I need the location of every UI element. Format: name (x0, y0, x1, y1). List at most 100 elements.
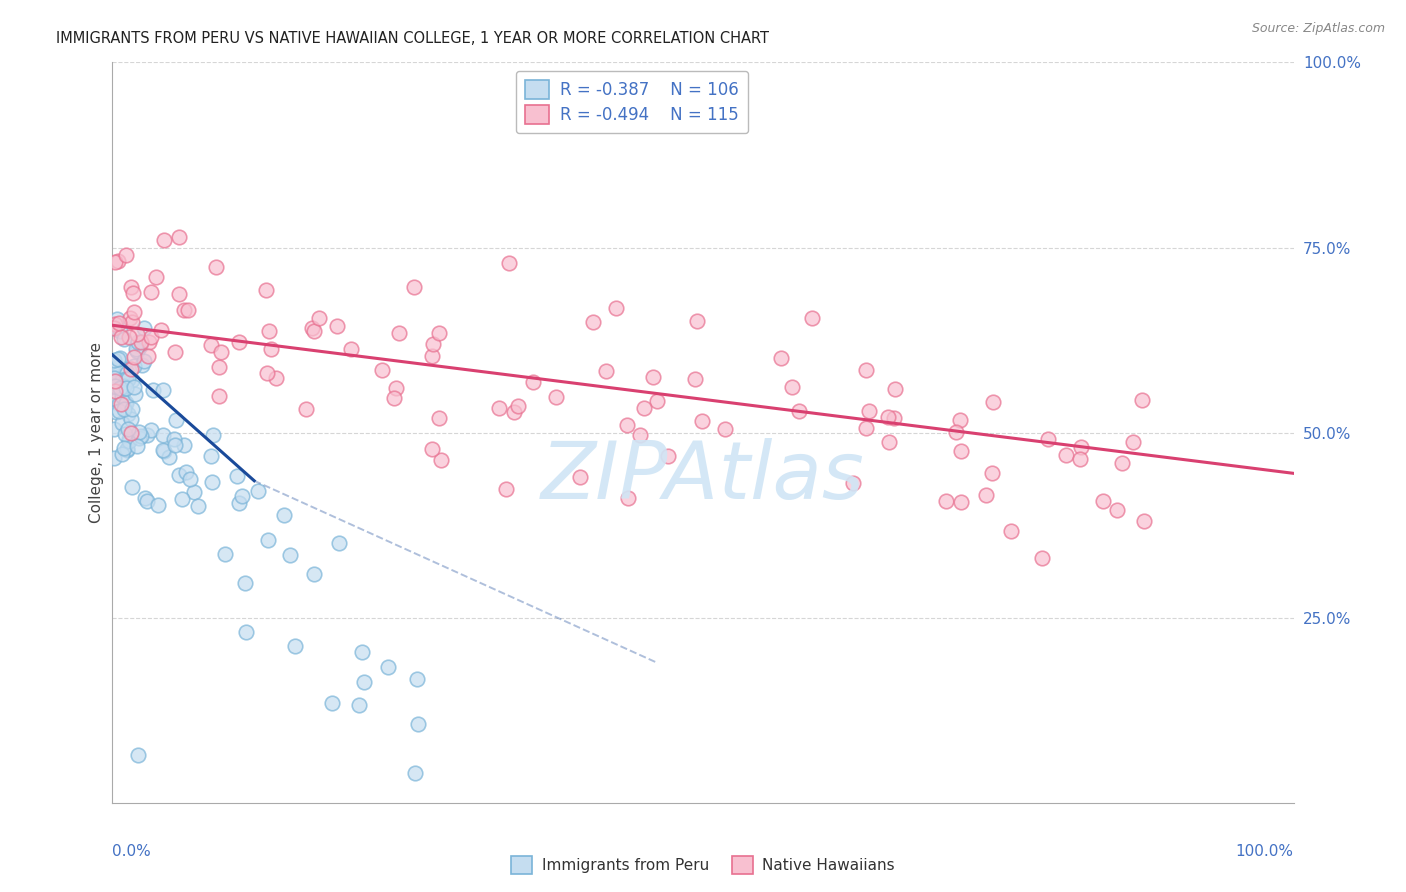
Point (136, 428, 159, 442)
Point (641, 369, 664, 384)
Point (256, 366, 278, 380)
Point (582, 315, 605, 329)
Point (645, 393, 668, 408)
Point (377, 659, 399, 673)
Point (114, 372, 136, 386)
Point (111, 447, 134, 461)
Point (177, 303, 200, 318)
Point (406, 672, 429, 686)
Point (115, 366, 138, 380)
Point (114, 248, 136, 262)
Point (103, 320, 125, 334)
Point (108, 316, 131, 330)
Point (141, 330, 163, 344)
Point (301, 321, 323, 335)
Point (302, 324, 325, 338)
Point (103, 451, 125, 466)
Point (120, 361, 142, 376)
Point (422, 337, 444, 351)
Point (112, 332, 135, 346)
Point (877, 409, 900, 424)
Point (633, 401, 655, 415)
Point (657, 449, 679, 463)
Point (148, 498, 170, 512)
Point (141, 424, 163, 438)
Point (131, 334, 153, 349)
Point (302, 567, 325, 582)
Point (152, 428, 174, 442)
Point (1111, 456, 1133, 470)
Point (108, 397, 131, 411)
Point (150, 323, 173, 337)
Point (339, 342, 361, 356)
Point (136, 494, 159, 508)
Point (713, 422, 735, 436)
Point (138, 335, 160, 350)
Point (231, 489, 253, 503)
Point (769, 351, 792, 365)
Point (111, 389, 134, 403)
Point (787, 403, 810, 417)
Point (128, 431, 150, 445)
Point (488, 401, 510, 415)
Point (167, 468, 190, 483)
Point (350, 645, 373, 659)
Point (167, 230, 190, 244)
Point (134, 491, 156, 506)
Point (402, 280, 425, 294)
Point (183, 484, 205, 499)
Point (127, 747, 149, 762)
Point (131, 358, 153, 372)
Point (122, 380, 145, 394)
Point (118, 432, 141, 446)
Point (200, 449, 222, 463)
Point (128, 425, 150, 439)
Point (107, 254, 129, 268)
Point (121, 480, 143, 494)
Point (117, 442, 139, 457)
Text: Source: ZipAtlas.com: Source: ZipAtlas.com (1251, 22, 1385, 36)
Point (122, 285, 145, 300)
Point (124, 350, 146, 364)
Point (110, 397, 132, 411)
Point (1130, 392, 1153, 407)
Point (120, 426, 142, 441)
Point (163, 345, 186, 359)
Point (264, 371, 287, 385)
Point (104, 255, 127, 269)
Point (506, 399, 529, 413)
Point (1031, 551, 1053, 566)
Point (208, 389, 231, 403)
Point (152, 443, 174, 458)
Point (605, 301, 627, 315)
Point (980, 467, 1002, 481)
Point (103, 394, 125, 409)
Point (1091, 494, 1114, 508)
Point (686, 314, 709, 328)
Text: 0.0%: 0.0% (112, 844, 152, 858)
Point (349, 698, 371, 713)
Point (187, 500, 209, 514)
Point (172, 492, 194, 507)
Point (1105, 503, 1128, 517)
Point (427, 326, 450, 340)
Point (284, 639, 307, 653)
Point (120, 279, 142, 293)
Point (544, 390, 567, 404)
Point (104, 405, 127, 419)
Point (167, 286, 190, 301)
Point (114, 427, 136, 442)
Point (280, 548, 302, 562)
Point (207, 360, 229, 375)
Point (1122, 434, 1144, 449)
Point (115, 381, 138, 395)
Point (328, 536, 350, 550)
Point (883, 382, 905, 396)
Point (103, 352, 125, 367)
Point (326, 319, 349, 334)
Point (112, 402, 135, 417)
Point (111, 416, 134, 430)
Point (616, 491, 638, 505)
Point (117, 372, 139, 386)
Point (226, 469, 249, 483)
